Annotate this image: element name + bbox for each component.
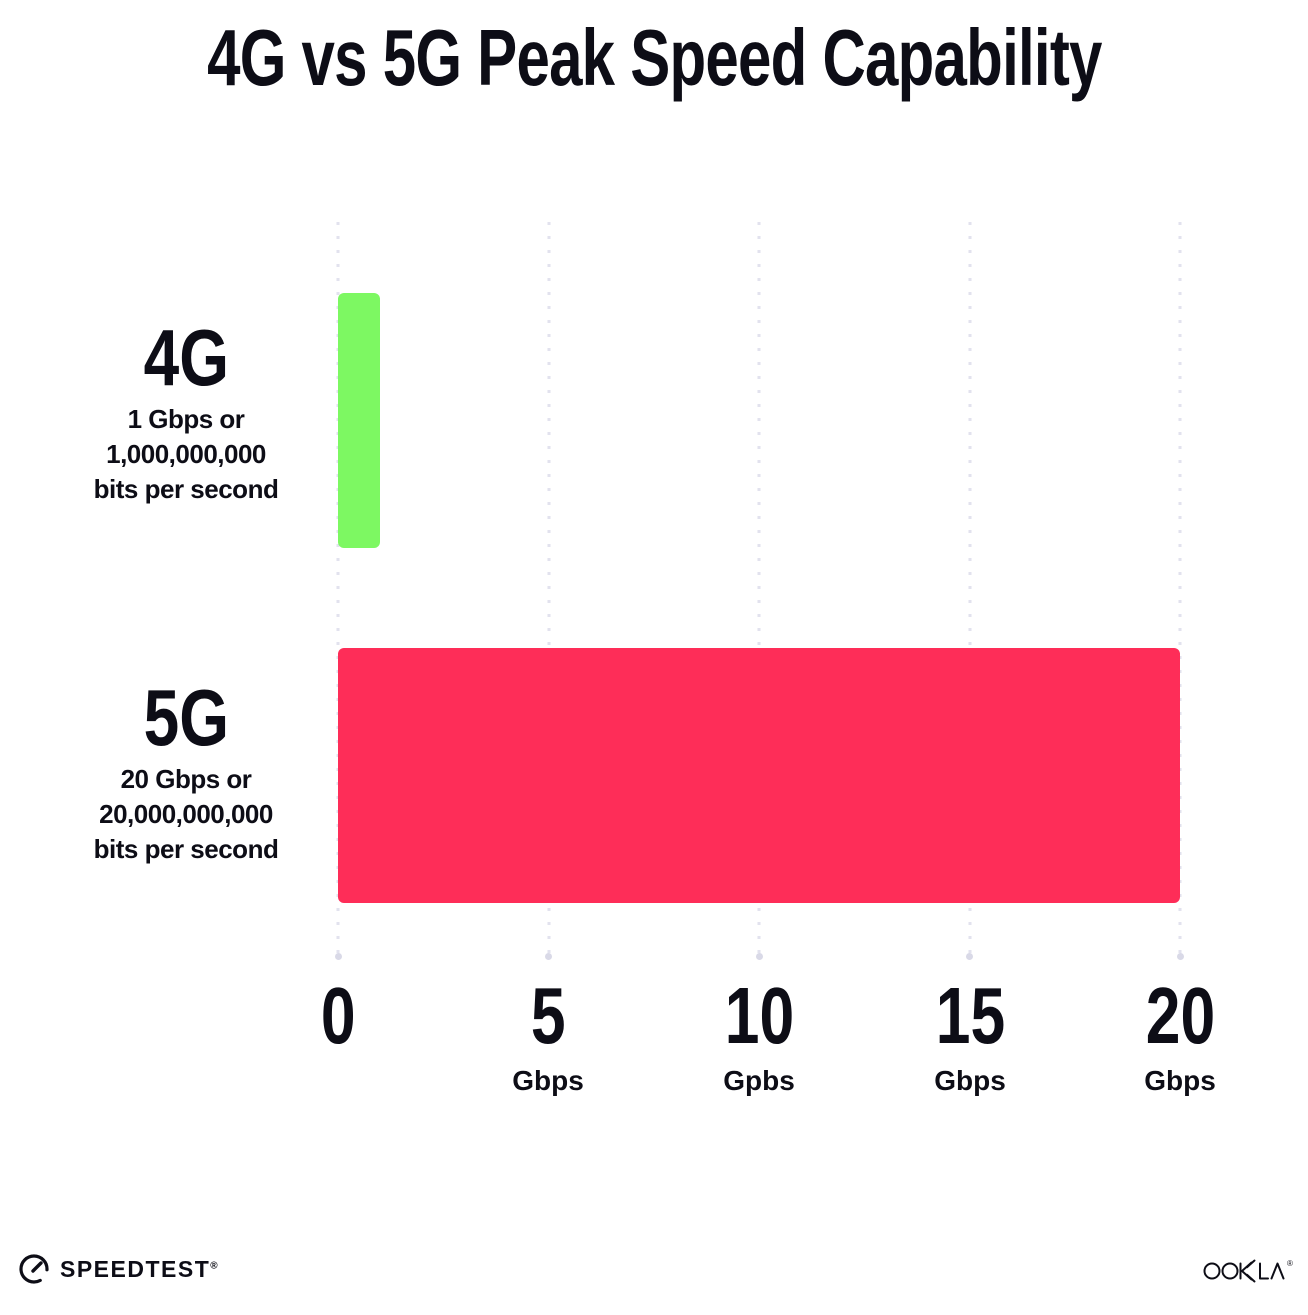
gridline-0	[336, 222, 340, 958]
x-tick-5: 5 Gbps	[438, 976, 658, 1097]
speedtest-logo: SPEEDTEST®	[18, 1253, 218, 1285]
x-tick-15: 15 Gbps	[860, 976, 1080, 1097]
x-tick-0: 0	[228, 976, 448, 1066]
desc-line: 1,000,000,000	[106, 439, 266, 469]
x-tick-number: 0	[320, 971, 356, 1060]
chart-title-text: 4G vs 5G Peak Speed Capability	[206, 13, 1102, 102]
gridline-20	[1178, 222, 1182, 958]
x-tick-unit: Gbps	[934, 1065, 1006, 1096]
row-label-5g: 5G 20 Gbps or 20,000,000,000 bits per se…	[26, 678, 346, 867]
x-tick-unit: Gpbs	[723, 1065, 795, 1096]
x-tick-10: 10 Gpbs	[649, 976, 869, 1097]
desc-line: 20 Gbps or	[120, 764, 252, 794]
bar-4g	[338, 293, 381, 548]
speedtest-wordmark: SPEEDTEST®	[60, 1255, 218, 1282]
plot-area	[336, 222, 1182, 958]
ookla-wordmark: ®	[1203, 1259, 1293, 1283]
x-tick-unit: Gbps	[512, 1065, 584, 1096]
x-tick-number: 20	[1145, 971, 1215, 1060]
category-description-5g: 20 Gbps or 20,000,000,000 bits per secon…	[26, 762, 346, 867]
chart-title: 4G vs 5G Peak Speed Capability	[0, 12, 1308, 104]
desc-line: 20,000,000,000	[99, 799, 273, 829]
gridline-5	[547, 222, 550, 958]
x-tick-20: 20 Gbps	[1070, 976, 1290, 1097]
x-tick-number: 5	[530, 971, 566, 1060]
registered-mark: ®	[210, 1259, 218, 1271]
desc-line: bits per second	[93, 834, 279, 864]
desc-line: bits per second	[93, 474, 279, 504]
gridline-15	[968, 222, 971, 958]
ookla-logo: ®	[1203, 1256, 1295, 1289]
desc-line: 1 Gbps or	[127, 404, 245, 434]
x-tick-unit: Gbps	[1144, 1065, 1216, 1096]
category-name-4g: 4G	[143, 313, 229, 402]
speedtest-gauge-icon	[19, 1254, 49, 1284]
category-name-5g: 5G	[143, 673, 229, 762]
bar-5g	[338, 648, 1180, 903]
registered-mark: ®	[1287, 1259, 1293, 1268]
row-label-4g: 4G 1 Gbps or 1,000,000,000 bits per seco…	[26, 318, 346, 507]
gridline-10	[757, 222, 761, 958]
x-tick-number: 15	[935, 971, 1005, 1060]
category-description-4g: 1 Gbps or 1,000,000,000 bits per second	[26, 402, 346, 507]
x-tick-number: 10	[724, 971, 794, 1060]
